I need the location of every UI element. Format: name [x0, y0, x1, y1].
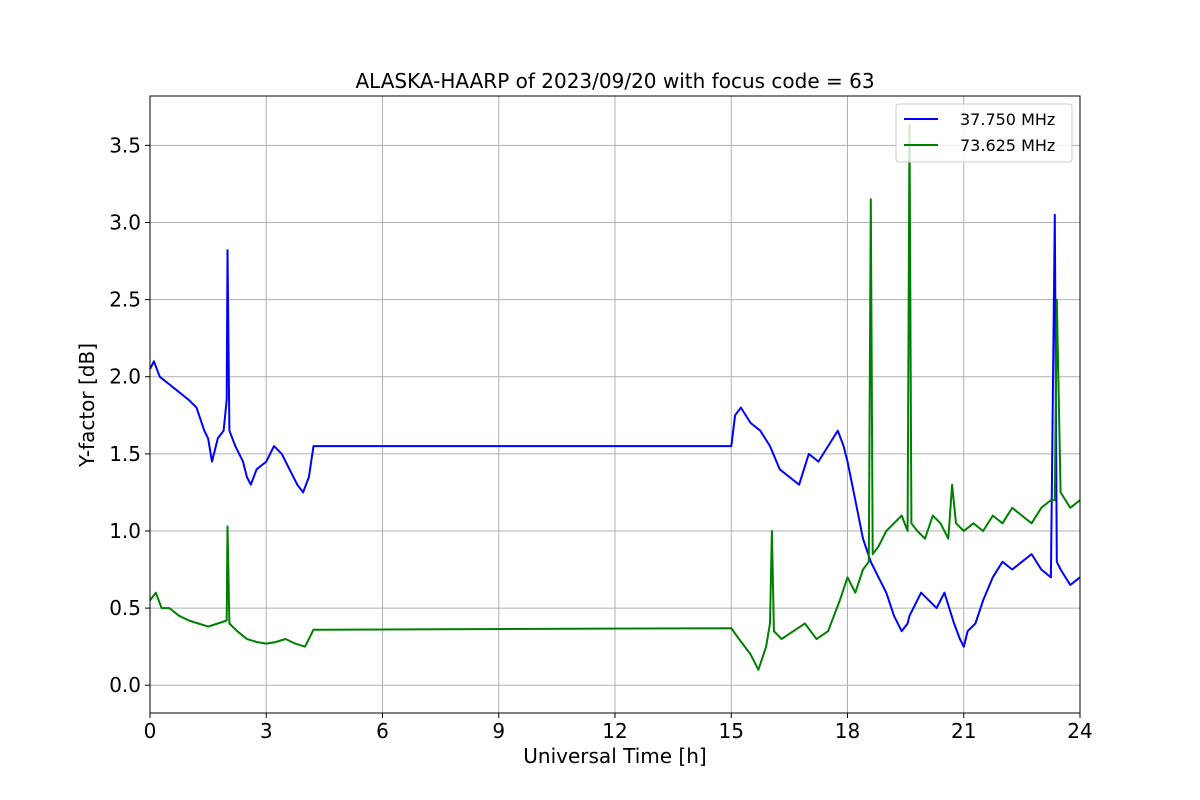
- x-tick-label: 3: [260, 719, 273, 743]
- x-tick-label: 21: [951, 719, 976, 743]
- y-tick-label: 1.5: [109, 442, 141, 466]
- x-axis-label: Universal Time [h]: [523, 744, 706, 768]
- series-line-37750-mhz: [149, 213, 1081, 648]
- x-tick-label: 0: [144, 719, 157, 743]
- x-tick-label: 18: [835, 719, 860, 743]
- chart-title: ALASKA-HAARP of 2023/09/20 with focus co…: [355, 69, 874, 93]
- ticks: 0 3 6 9 12 15 18 21 24 0.0 0.5 1.0 1.5 2.0 2.5 3.0 3.5: [109, 133, 1093, 743]
- y-tick-label: 0.5: [109, 596, 141, 620]
- y-tick-label: 3.0: [109, 210, 141, 234]
- y-tick-label: 3.5: [109, 133, 141, 157]
- series-line-73625-mhz: [149, 124, 1081, 671]
- legend: 37.750 MHz 73.625 MHz: [895, 103, 1073, 163]
- y-axis-label: Y-factor [dB]: [75, 343, 99, 468]
- x-tick-label: 6: [376, 719, 389, 743]
- x-tick-label: 24: [1067, 719, 1092, 743]
- y-tick-label: 2.0: [109, 365, 141, 389]
- series-layer: [149, 124, 1081, 671]
- x-tick-label: 12: [602, 719, 627, 743]
- legend-label-73625: 73.625 MHz: [960, 136, 1055, 155]
- legend-box: [895, 103, 1073, 163]
- y-tick-label: 0.0: [109, 673, 141, 697]
- x-tick-label: 15: [719, 719, 744, 743]
- x-tick-label: 9: [492, 719, 505, 743]
- y-tick-label: 2.5: [109, 288, 141, 312]
- y-tick-label: 1.0: [109, 519, 141, 543]
- legend-label-37750: 37.750 MHz: [960, 110, 1055, 129]
